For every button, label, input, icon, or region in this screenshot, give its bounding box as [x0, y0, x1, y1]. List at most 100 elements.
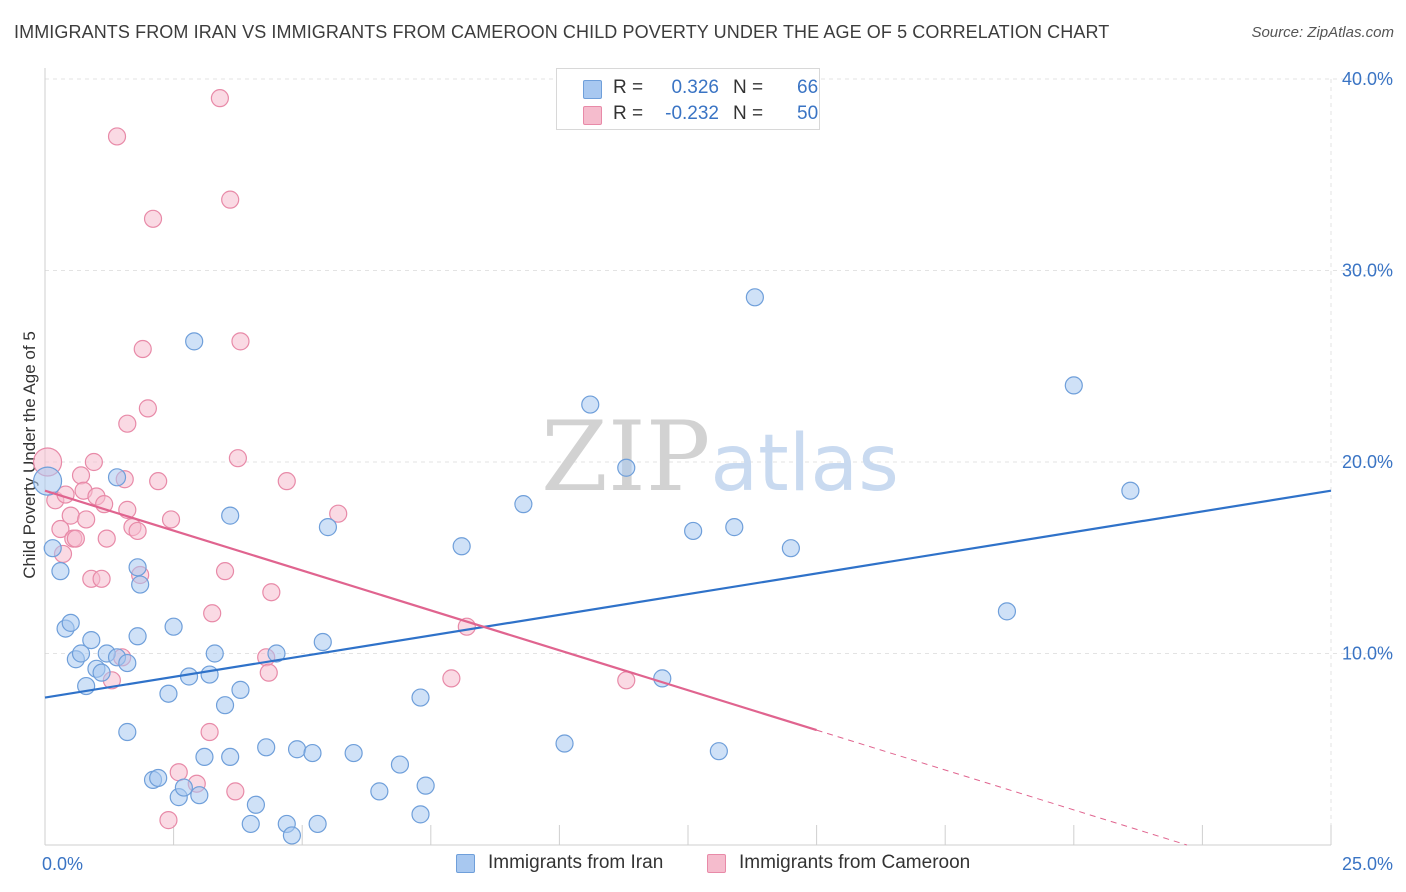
cameroon-point: [92, 569, 111, 588]
iran-point: [71, 644, 91, 663]
source-credit: Source: ZipAtlas.com: [1251, 24, 1394, 41]
iran-point: [221, 506, 240, 525]
cameroon-point: [231, 332, 250, 351]
iran-point: [318, 518, 338, 537]
cameroon-point: [210, 89, 229, 108]
bottom-iran-label: Immigrants from Iran: [488, 852, 664, 873]
y-tick-label: 30.0%: [1342, 261, 1393, 281]
cameroon-point: [149, 472, 168, 491]
iran-point: [246, 795, 266, 814]
cameroon-point: [71, 466, 91, 485]
iran-point: [82, 630, 101, 650]
iran-r-label: R =: [613, 77, 644, 98]
iran-point: [344, 743, 363, 763]
y-tick-label: 20.0%: [1342, 452, 1393, 472]
cameroon-trend-line: [44, 489, 817, 732]
iran-point: [131, 575, 150, 594]
cameroon-point: [169, 763, 188, 782]
cameroon-point: [226, 782, 245, 801]
iran-n-value: 66: [797, 77, 819, 98]
cameroon-point: [128, 521, 147, 541]
iran-point: [745, 288, 764, 307]
cameroon-point: [51, 519, 70, 539]
x-tick-label: 0.0%: [42, 854, 83, 874]
cameroon-n-label: N =: [733, 103, 764, 124]
iran-point: [164, 617, 183, 636]
iran-point: [118, 722, 137, 742]
iran-n-label: N =: [733, 77, 764, 98]
cameroon-point: [61, 506, 80, 525]
cameroon-n-value: 50: [797, 103, 819, 124]
iran-point: [313, 632, 332, 652]
iran-swatch: [583, 80, 602, 99]
iran-point: [51, 562, 70, 581]
cameroon-point: [228, 449, 247, 468]
iran-point: [174, 778, 193, 797]
cameroon-point: [138, 399, 157, 418]
iran-point: [159, 684, 178, 703]
iran-r-value: 0.326: [671, 77, 719, 98]
iran-point: [43, 539, 62, 558]
iran-point: [684, 521, 703, 541]
iran-point: [725, 518, 744, 537]
cameroon-point: [442, 669, 461, 688]
iran-point: [92, 663, 111, 682]
iran-point: [257, 738, 276, 757]
cameroon-r-label: R =: [613, 103, 644, 124]
cameroon-point: [262, 583, 281, 602]
iran-point: [267, 644, 286, 663]
x-tick-label: 25.0%: [1342, 854, 1393, 874]
cameroon-point: [203, 604, 222, 623]
cameroon-point: [161, 510, 181, 529]
bottom-iran-swatch: [456, 854, 475, 873]
tick-labels: 10.0% 20.0% 30.0% 40.0% 0.0% 25.0%: [42, 69, 1393, 874]
iran-point: [303, 743, 322, 763]
iran-point: [781, 539, 800, 558]
cameroon-point: [277, 472, 296, 491]
iran-point: [185, 332, 204, 351]
iran-point: [411, 805, 430, 824]
iran-trend-line: [44, 489, 1332, 699]
iran-point: [452, 537, 471, 556]
bottom-cameroon-swatch: [707, 854, 726, 873]
cameroon-point: [200, 722, 219, 742]
watermark: ZIPatlas: [541, 401, 899, 513]
cameroon-point: [77, 510, 96, 529]
iran-point: [149, 768, 168, 788]
watermark-zip: ZIP: [541, 401, 710, 513]
iran-point: [514, 495, 533, 514]
cameroon-point: [133, 339, 152, 359]
iran-point: [195, 747, 214, 767]
cameroon-r-value: -0.232: [665, 103, 719, 124]
cameroon-point: [617, 671, 636, 690]
iran-point: [190, 786, 209, 805]
iran-point: [118, 653, 137, 673]
cameroon-point: [143, 209, 163, 228]
iran-point: [1064, 376, 1083, 395]
iran-point: [128, 558, 147, 577]
iran-point: [231, 680, 250, 699]
iran-point: [617, 458, 636, 477]
iran-point: [411, 688, 430, 707]
trend-lines: [44, 489, 1332, 846]
iran-point: [221, 747, 240, 767]
iran-point: [107, 468, 127, 487]
cameroon-point: [159, 811, 178, 830]
cameroon-trend-extension: [816, 729, 1188, 846]
iran-point: [997, 602, 1017, 621]
watermark-atlas: atlas: [710, 419, 899, 509]
iran-point: [709, 742, 728, 761]
cameroon-point: [221, 190, 240, 209]
iran-point: [200, 665, 219, 684]
bottom-cameroon-label: Immigrants from Cameroon: [739, 852, 971, 873]
iran-point: [370, 782, 389, 801]
cameroon-point: [215, 562, 235, 581]
cameroon-point: [84, 452, 103, 472]
iran-point: [61, 613, 80, 632]
iran-point: [205, 644, 224, 663]
series-cameroon-points: [32, 89, 636, 830]
iran-point: [308, 814, 327, 834]
iran-point: [215, 696, 235, 715]
iran-point: [416, 776, 435, 795]
